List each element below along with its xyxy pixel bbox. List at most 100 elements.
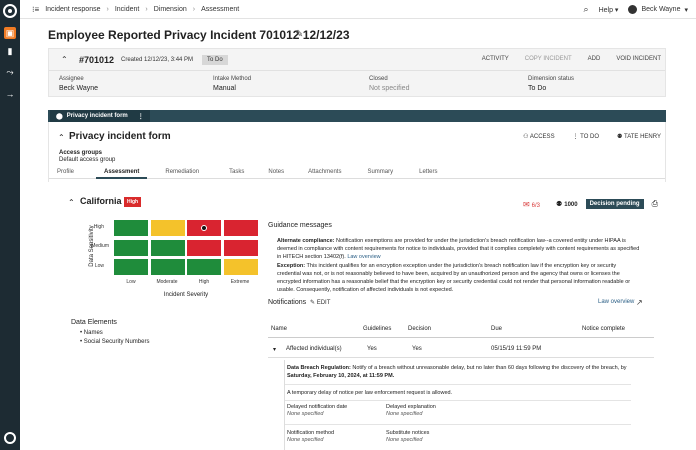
- account-icon[interactable]: [4, 432, 16, 444]
- user-count: 1000: [564, 202, 578, 208]
- access-button[interactable]: ⚇ ACCESS: [523, 133, 554, 140]
- delay-note: A temporary delay of notice per law enfo…: [287, 390, 453, 396]
- divider: [285, 424, 631, 425]
- more-options-icon[interactable]: ⋮: [137, 113, 144, 120]
- notice-indicator[interactable]: ✉ 6/3: [523, 200, 540, 209]
- row-guidelines: Yes: [367, 346, 377, 352]
- app-rail: ▣ ▮ ⤳ →: [0, 0, 20, 450]
- matrix-cell: [222, 219, 259, 237]
- row-label-medium: Medium: [91, 243, 109, 249]
- tab-notes[interactable]: Notes: [268, 169, 285, 175]
- expand-arrow-icon[interactable]: →: [5, 89, 15, 99]
- collapse-chevron-icon[interactable]: ⌃: [68, 198, 75, 207]
- breadcrumb-assessment: Assessment: [201, 5, 240, 13]
- void-incident-button[interactable]: VOID INCIDENT: [616, 56, 661, 62]
- row-name: Affected individual(s): [286, 346, 342, 352]
- notification-detail: Data Breach Regulation: Notify of a brea…: [284, 360, 654, 450]
- selected-risk-marker: [201, 225, 207, 231]
- chevron-down-icon: ▾: [684, 6, 688, 14]
- print-icon[interactable]: ⎙: [651, 199, 659, 208]
- table-row[interactable]: ▾ Affected individual(s) Yes Yes 05/15/1…: [268, 338, 654, 358]
- reports-nav-icon[interactable]: ▮: [7, 46, 13, 56]
- access-label: ACCESS: [529, 134, 555, 140]
- field-label: Substitute notices: [386, 430, 430, 436]
- copy-incident-button[interactable]: COPY INCIDENT: [524, 56, 572, 62]
- table-header: Name Guidelines Decision Due Notice comp…: [268, 318, 654, 338]
- access-groups-value: Default access group: [59, 157, 116, 163]
- form-tabs: Profile Assessment Remediation Tasks Not…: [49, 167, 665, 179]
- tab-attachments[interactable]: Attachments: [308, 169, 342, 175]
- regulation-label: Data Breach Regulation:: [287, 365, 351, 371]
- data-element-item: Social Security Numbers: [80, 339, 150, 345]
- intake-method-field: Intake Method Manual: [213, 76, 251, 92]
- user-menu[interactable]: Beck Wayne ▾: [628, 5, 688, 14]
- tab-tasks[interactable]: Tasks: [229, 169, 245, 175]
- todo-button[interactable]: ⋮ TO DO: [573, 133, 599, 140]
- dimension-status-field: Dimension status To Do: [528, 76, 574, 92]
- analytics-nav-icon[interactable]: ⤳: [6, 67, 14, 77]
- incident-summary-panel: ⌃ #701012 Created 12/12/23, 3:44 PM To D…: [48, 48, 666, 97]
- law-overview-button[interactable]: Law overview: [598, 299, 635, 305]
- assessment-status-bar: ✉ 6/3 ⚉ 1000 Decision pending ⎙: [523, 199, 658, 209]
- breadcrumb-incident-response[interactable]: Incident response: [45, 5, 101, 13]
- assignee-value: Beck Wayne: [59, 85, 99, 92]
- notifications-edit-button[interactable]: ✎ EDIT: [310, 299, 330, 306]
- alternate-compliance-label: Alternate compliance:: [277, 238, 335, 244]
- row-due: 05/15/19 11:59 PM: [491, 346, 542, 352]
- add-button[interactable]: ADD: [587, 56, 601, 62]
- expand-caret-icon[interactable]: ▾: [273, 347, 277, 353]
- tab-assessment[interactable]: Assessment: [96, 167, 148, 179]
- exception-text: This incident qualifies for an encryptio…: [277, 263, 631, 293]
- collapse-chevron-icon[interactable]: ⌃: [58, 133, 65, 142]
- more-vertical-icon: ⋮: [572, 134, 579, 140]
- help-menu[interactable]: Help ▾: [599, 6, 619, 14]
- person-icon: ⚉: [556, 201, 563, 208]
- collapse-chevron-icon[interactable]: ⌃: [61, 55, 68, 64]
- col-label-high: High: [198, 279, 210, 285]
- breadcrumb-incident[interactable]: Incident: [114, 5, 140, 13]
- col-label-moderate: Moderate: [156, 279, 178, 285]
- law-overview-link[interactable]: Law overview: [347, 254, 381, 260]
- edit-label: EDIT: [316, 300, 331, 306]
- row-label-high: High: [93, 224, 104, 230]
- risk-badge: High: [124, 197, 142, 207]
- matrix-cell: [186, 258, 222, 276]
- tab-summary[interactable]: Summary: [367, 169, 394, 175]
- regulation-text: Data Breach Regulation: Notify of a brea…: [287, 364, 633, 380]
- notification-method: Notification method None specified: [287, 430, 334, 443]
- matrix-cell: [149, 238, 186, 257]
- top-bar: ⁝≡ Incident response › Incident › Dimens…: [20, 0, 696, 19]
- activity-button[interactable]: ACTIVITY: [481, 56, 509, 62]
- col-label-low: Low: [126, 279, 136, 285]
- jurisdiction-title: California: [80, 196, 122, 206]
- page-title: Employee Reported Privacy Incident 70101…: [48, 28, 350, 42]
- x-axis-label: Incident Severity: [163, 292, 209, 298]
- access-groups-label: Access groups: [59, 150, 103, 156]
- external-link-icon[interactable]: ↗: [636, 298, 643, 307]
- menu-tree-icon[interactable]: ⁝≡: [32, 4, 40, 14]
- chevron-right-icon: ›: [192, 5, 196, 13]
- tab-remediation[interactable]: Remediation: [165, 169, 200, 175]
- form-header: ⌃ Privacy incident form ⚇ ACCESS ⋮ TO DO…: [48, 122, 666, 182]
- regulation-deadline: Saturday, February 10, 2024, at 11:59 PM…: [287, 373, 395, 379]
- tab-profile[interactable]: Profile: [57, 169, 75, 175]
- tab-letters[interactable]: Letters: [419, 169, 438, 175]
- people-icon: ⚇: [523, 134, 529, 140]
- assignee-button[interactable]: ⚉ TATE HENRY: [617, 133, 661, 140]
- field-label: Notification method: [287, 430, 335, 436]
- form-tab-label: Privacy incident form: [66, 113, 128, 119]
- assignee-label: Assignee: [59, 76, 84, 82]
- divider: [285, 384, 631, 385]
- header-decision: Decision: [408, 326, 432, 332]
- data-elements-title: Data Elements: [71, 319, 117, 326]
- alternate-compliance-message: Alternate compliance: Notification exemp…: [277, 237, 641, 261]
- breadcrumb-dimension[interactable]: Dimension: [153, 5, 187, 13]
- form-tab-privacy-incident[interactable]: ⬤ Privacy incident form ⋮: [50, 110, 150, 122]
- search-icon[interactable]: ⌕: [583, 4, 589, 14]
- todo-label: TO DO: [580, 134, 600, 140]
- chevron-down-icon: ▾: [614, 6, 619, 14]
- user-name: Beck Wayne: [641, 6, 681, 13]
- incident-nav-icon[interactable]: ▣: [4, 27, 16, 39]
- edit-title-pencil-icon[interactable]: ✎: [295, 29, 304, 40]
- divider: [285, 400, 631, 401]
